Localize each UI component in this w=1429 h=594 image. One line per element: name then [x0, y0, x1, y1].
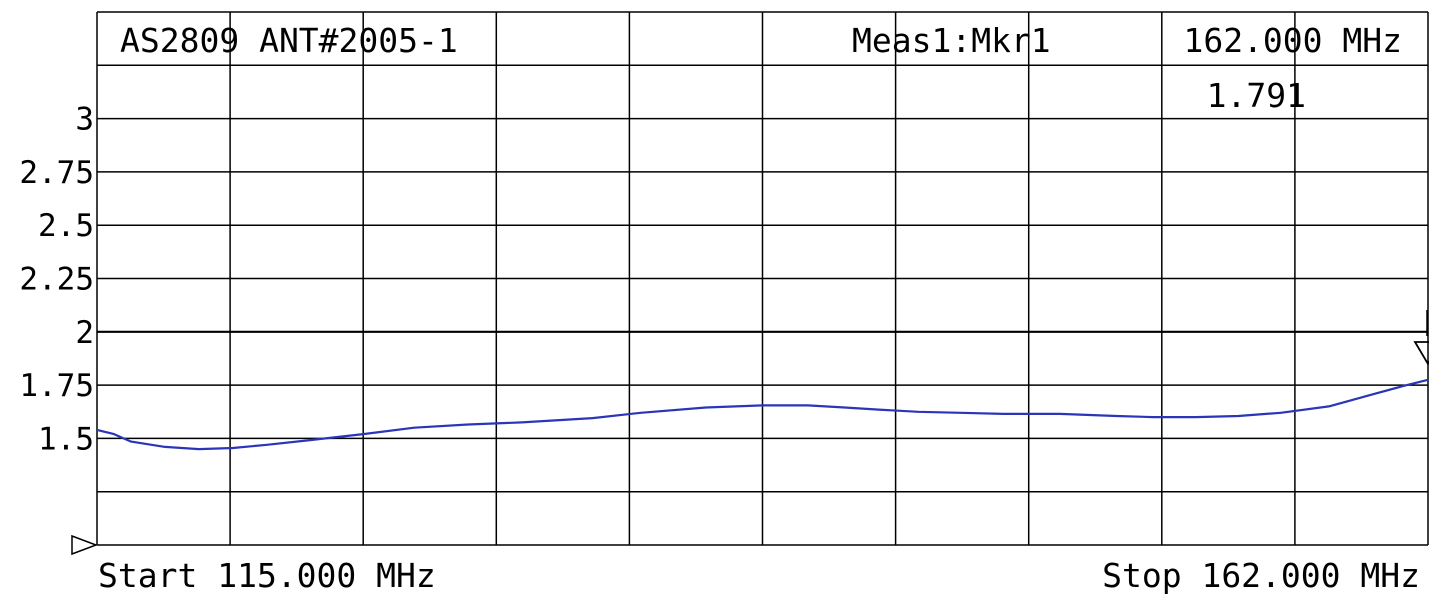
stop-frequency-label: Stop 162.000 MHz [1102, 556, 1420, 594]
start-frequency-label: Start 115.000 MHz [98, 556, 436, 594]
y-tick-label: 2 [75, 315, 94, 351]
grid [96, 11, 1429, 546]
marker-label: Meas1:Mkr1 [852, 21, 1051, 60]
reference-arrow-icon [71, 534, 99, 556]
y-tick-label: 3 [75, 102, 94, 138]
y-tick-label: 1.5 [38, 421, 94, 457]
y-tick-label: 2.75 [19, 155, 94, 191]
marker-frequency: 162.000 MHz [1183, 21, 1402, 60]
y-tick-label: 2.25 [19, 262, 94, 298]
series-line [96, 378, 1429, 451]
marker-triangle-icon [1413, 341, 1429, 366]
y-tick-label: 2.5 [38, 208, 94, 244]
chart-title: AS2809 ANT#2005-1 [120, 21, 458, 60]
trace [96, 378, 1429, 451]
y-tick-labels: 1.5 1.75 2 2.25 2.5 2.75 3 [19, 102, 94, 458]
marker-value: 1.791 [1207, 76, 1306, 115]
marker [1413, 310, 1429, 366]
y-tick-label: 1.75 [19, 368, 94, 404]
